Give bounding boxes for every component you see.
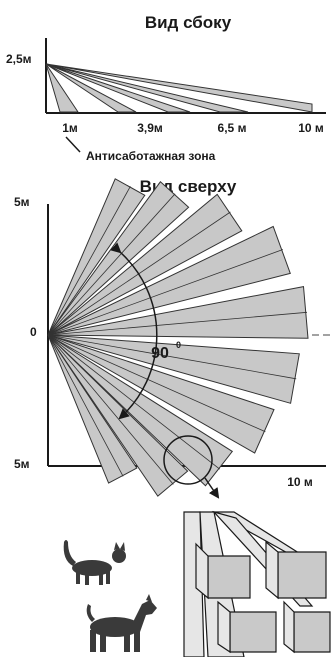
- magnifier-arrow: [204, 477, 220, 499]
- side-beam-3: [45, 63, 191, 113]
- side-tick-3: 6,5 м: [218, 121, 247, 135]
- fan-zone-divider-4: [47, 249, 284, 336]
- zoom-box-2-side: [265, 540, 279, 600]
- side-view-height-label: 2,5м: [6, 52, 32, 66]
- angle-arc-arrow: [110, 242, 158, 420]
- angle-degree-mark: 0: [176, 340, 181, 350]
- top-view: Вид сверху 5м 0 5м 10 м 90 0: [14, 177, 330, 499]
- zoom-box-3: [229, 611, 277, 653]
- zoom-box-1: [207, 555, 251, 599]
- side-beam-2: [45, 63, 137, 113]
- side-beam-1: [45, 63, 79, 113]
- top-view-fan: [47, 178, 309, 497]
- angle-label: 90: [151, 345, 169, 362]
- zoom-box-3-side: [217, 600, 231, 654]
- zoom-box-1-side: [195, 542, 209, 600]
- fan-zone-divider-7: [47, 334, 266, 433]
- fan-zone-divider-1: [47, 186, 131, 336]
- fan-zone-divider-6: [47, 334, 297, 380]
- dog-icon: [86, 594, 157, 652]
- zoom-box-2: [277, 551, 327, 599]
- top-view-x-end-label: 10 м: [287, 475, 313, 489]
- top-view-y-bottom-label: 5м: [14, 457, 30, 471]
- zoomed-beams: [183, 510, 331, 657]
- top-view-y-top-label: 5м: [14, 195, 30, 209]
- zoom-box-4-side: [283, 600, 295, 654]
- side-view: Вид сбоку 2,5м 1м 3,9м 6,5 м 10 м Антиса…: [6, 13, 326, 163]
- magnifier-circle-icon: [163, 435, 213, 485]
- tamper-zone-label: Антисаботажная зона: [86, 149, 216, 163]
- top-view-y-mid-label: 0: [30, 325, 37, 339]
- side-beam-5: [45, 63, 313, 113]
- tamper-zone-pointer: [65, 136, 81, 153]
- side-view-title: Вид сбоку: [145, 13, 232, 32]
- zoom-box-4: [293, 611, 331, 653]
- side-tick-2: 3,9м: [137, 121, 163, 135]
- fan-zone-divider-5: [47, 311, 308, 336]
- cat-icon: [63, 540, 126, 585]
- side-beam-4: [45, 63, 249, 113]
- side-tick-4: 10 м: [298, 121, 324, 135]
- fan-zone-divider-10: [47, 334, 124, 477]
- side-tick-1: 1м: [62, 121, 78, 135]
